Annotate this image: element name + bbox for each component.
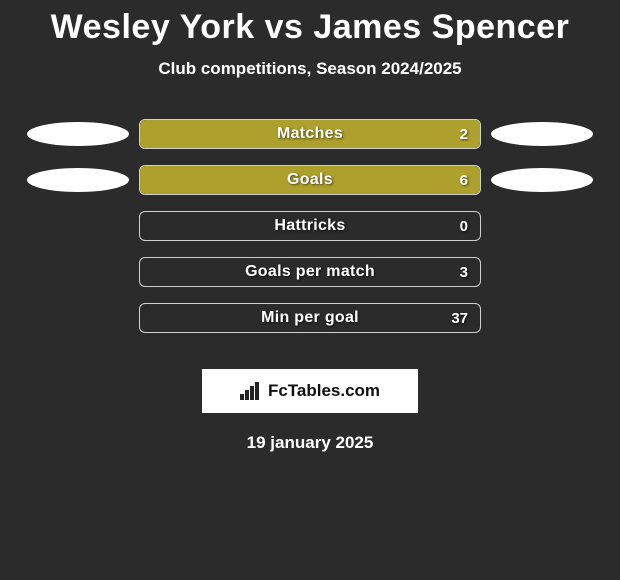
stat-row: Goals6: [0, 157, 620, 203]
bar-chart-icon: [240, 382, 262, 400]
left-pill: [27, 168, 129, 192]
brand-logo: FcTables.com: [202, 369, 418, 413]
stat-value: 0: [460, 212, 468, 240]
stat-row: Hattricks0: [0, 203, 620, 249]
stat-bar: Matches2: [139, 119, 481, 149]
stat-row: Min per goal37: [0, 295, 620, 341]
right-pill: [491, 168, 593, 192]
stat-label: Hattricks: [140, 212, 480, 240]
right-pill: [491, 122, 593, 146]
stat-label: Goals: [140, 166, 480, 194]
date-label: 19 january 2025: [0, 433, 620, 453]
page-title: Wesley York vs James Spencer: [0, 0, 620, 47]
stat-bar: Goals6: [139, 165, 481, 195]
stat-bar: Goals per match3: [139, 257, 481, 287]
stat-value: 37: [451, 304, 468, 332]
stat-label: Matches: [140, 120, 480, 148]
stat-value: 2: [460, 120, 468, 148]
stat-label: Goals per match: [140, 258, 480, 286]
stat-value: 3: [460, 258, 468, 286]
right-pill-slot: [487, 122, 597, 146]
subtitle: Club competitions, Season 2024/2025: [0, 59, 620, 79]
stat-row: Goals per match3: [0, 249, 620, 295]
stat-bar: Hattricks0: [139, 211, 481, 241]
stat-bar: Min per goal37: [139, 303, 481, 333]
stat-value: 6: [460, 166, 468, 194]
stat-label: Min per goal: [140, 304, 480, 332]
stat-row: Matches2: [0, 111, 620, 157]
left-pill-slot: [23, 168, 133, 192]
left-pill-slot: [23, 122, 133, 146]
left-pill: [27, 122, 129, 146]
right-pill-slot: [487, 168, 597, 192]
brand-text: FcTables.com: [268, 381, 380, 401]
stats-container: Matches2Goals6Hattricks0Goals per match3…: [0, 111, 620, 341]
